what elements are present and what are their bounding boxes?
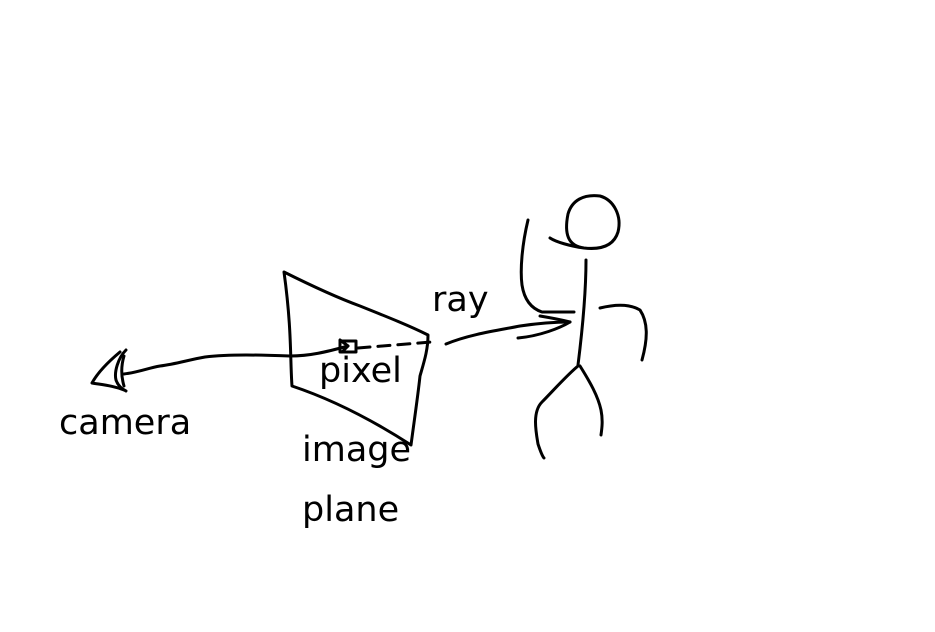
camera-label: camera — [59, 403, 192, 443]
camera-eye-icon — [90, 348, 128, 393]
image-plane-label-line2: plane — [302, 490, 400, 530]
ray-label: ray — [432, 280, 489, 320]
image-plane — [282, 270, 430, 447]
pixel-to-person-ray — [444, 320, 572, 346]
person-figure — [519, 194, 648, 460]
pixel-label: pixel — [319, 351, 402, 391]
camera-to-pixel-ray — [122, 344, 350, 376]
dashed-ray — [356, 340, 434, 350]
image-plane-label-line1: image — [302, 430, 412, 470]
pixel-square — [338, 339, 358, 354]
ray-arrowhead — [516, 314, 572, 340]
